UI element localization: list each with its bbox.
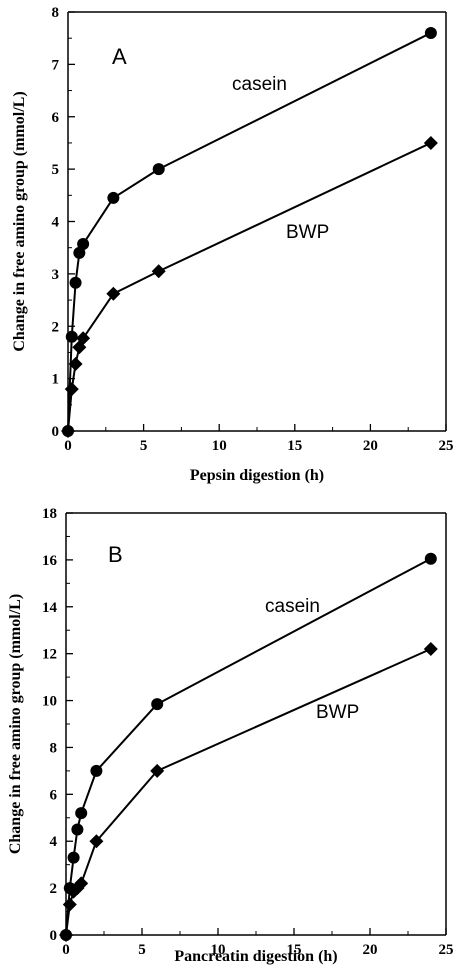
y-tick-label: 4 bbox=[50, 834, 58, 850]
data-point-casein bbox=[151, 698, 164, 711]
data-point-casein bbox=[152, 163, 165, 176]
x-tick-label: 5 bbox=[140, 438, 148, 454]
y-tick-label: 7 bbox=[52, 57, 60, 73]
y-tick-label: 12 bbox=[42, 647, 57, 663]
y-tick-label: 6 bbox=[50, 787, 58, 803]
series-label-bwp: BWP bbox=[316, 702, 359, 723]
data-point-casein bbox=[90, 764, 103, 777]
x-tick-label: 25 bbox=[439, 942, 454, 958]
data-point-bwp bbox=[76, 331, 91, 346]
data-point-bwp bbox=[423, 641, 438, 656]
panel-b: 0 5 10 15 20 25 0 2 4 6 8 10 12 14 16 18 Pancreatin dige… bbox=[7, 506, 454, 965]
y-tick-label: 0 bbox=[50, 928, 58, 944]
y-tick-label: 8 bbox=[50, 740, 58, 756]
data-point-casein bbox=[69, 276, 82, 289]
x-axis-label: Pancreatin digestion (h) bbox=[174, 948, 337, 965]
y-tick-label: 5 bbox=[52, 162, 60, 178]
data-point-casein bbox=[424, 26, 437, 39]
data-point-casein bbox=[75, 807, 88, 820]
series-label-casein: casein bbox=[232, 74, 287, 95]
data-point-bwp bbox=[106, 286, 121, 301]
y-tick-label: 4 bbox=[52, 215, 60, 231]
data-point-casein bbox=[67, 851, 80, 864]
data-point-bwp bbox=[74, 876, 89, 891]
x-tick-label: 15 bbox=[287, 438, 302, 454]
y-tick-label: 0 bbox=[52, 424, 60, 440]
data-point-bwp bbox=[89, 834, 104, 849]
data-point-bwp bbox=[59, 928, 73, 942]
data-point-bwp bbox=[68, 356, 83, 371]
series-label-bwp: BWP bbox=[286, 222, 329, 243]
series-line-bwp bbox=[65, 648, 432, 936]
data-point-casein bbox=[65, 330, 78, 343]
x-tick-label: 10 bbox=[211, 942, 226, 958]
y-tick-label: 8 bbox=[52, 5, 60, 21]
y-axis-label: Change in free amino group (mmol/L) bbox=[7, 594, 24, 854]
x-tick-label: 0 bbox=[62, 942, 70, 958]
data-point-bwp bbox=[61, 424, 75, 438]
y-axis-label: Change in free amino group (mmol/L) bbox=[11, 91, 28, 351]
data-point-bwp bbox=[62, 897, 77, 912]
y-tick-label: 2 bbox=[52, 319, 60, 335]
series-line-casein bbox=[65, 557, 432, 936]
panel-a: 0 5 10 15 20 25 0 1 2 3 4 5 6 7 8 Pepsin digestion (h) C… bbox=[11, 5, 454, 484]
y-tick-label: 16 bbox=[42, 553, 58, 569]
x-tick-label: 0 bbox=[64, 438, 72, 454]
data-point-bwp bbox=[423, 135, 438, 150]
y-tick-label: 18 bbox=[42, 506, 57, 522]
data-point-bwp bbox=[64, 382, 79, 397]
data-point-bwp bbox=[151, 264, 166, 279]
x-axis-label: Pepsin digestion (h) bbox=[190, 467, 324, 484]
x-tick-label: 20 bbox=[363, 438, 378, 454]
data-point-casein bbox=[77, 238, 90, 251]
y-tick-label: 14 bbox=[42, 600, 58, 616]
data-point-casein bbox=[424, 552, 437, 565]
data-point-casein bbox=[71, 823, 84, 836]
panel-letter: A bbox=[112, 44, 127, 69]
y-tick-label: 1 bbox=[52, 372, 60, 388]
series-label-casein: casein bbox=[265, 596, 320, 617]
x-tick-label: 15 bbox=[287, 942, 302, 958]
y-tick-label: 6 bbox=[52, 110, 60, 126]
x-tick-label: 5 bbox=[138, 942, 146, 958]
x-tick-label: 20 bbox=[363, 942, 378, 958]
y-tick-label: 3 bbox=[52, 267, 60, 283]
y-tick-label: 10 bbox=[42, 694, 57, 710]
data-point-casein bbox=[107, 191, 120, 204]
data-point-bwp bbox=[150, 763, 165, 778]
x-tick-label: 25 bbox=[439, 438, 454, 454]
y-tick-label: 2 bbox=[50, 881, 58, 897]
series-line-bwp bbox=[67, 142, 432, 432]
x-tick-label: 10 bbox=[212, 438, 227, 454]
panel-letter: B bbox=[108, 542, 123, 567]
